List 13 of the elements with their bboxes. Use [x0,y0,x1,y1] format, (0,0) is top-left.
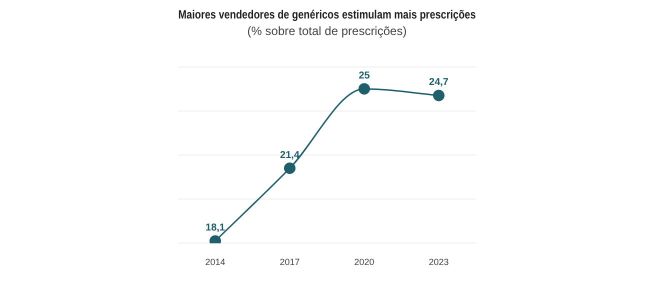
point [284,162,296,174]
data-label: 24,7 [429,77,449,88]
x-tick-label: 2023 [428,257,449,268]
point [433,90,444,102]
data-label: 21,4 [280,150,300,161]
x-tick-label: 2020 [354,257,374,268]
data-label: 25 [358,70,370,82]
point [358,83,370,95]
data-label: 18,1 [206,222,226,234]
x-tick-label: 2017 [280,257,300,268]
chart-subtitle: (% sobre total de prescrições) [247,24,407,38]
x-tick-label: 2014 [205,257,226,268]
chart-title: Maiores vendedores de genéricos estimulam mais prescrições [178,8,476,22]
